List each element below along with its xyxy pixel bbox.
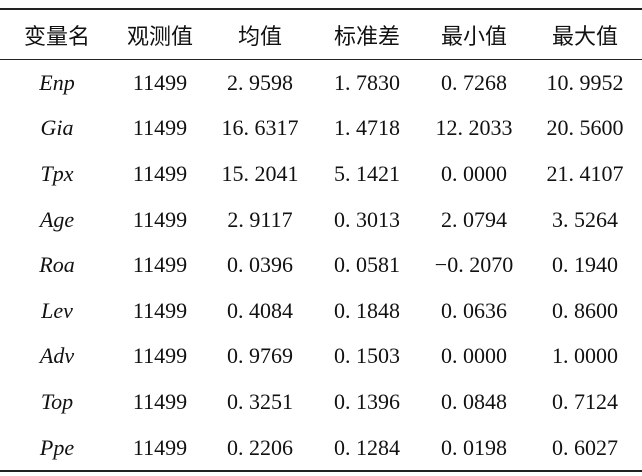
value-cell: 3. 5264 bbox=[552, 206, 618, 232]
variable-name: Roa bbox=[39, 252, 75, 278]
value-cell: 15. 2041 bbox=[221, 160, 299, 186]
value-cell: 0. 2206 bbox=[227, 434, 293, 460]
variable-name: Top bbox=[40, 388, 74, 414]
value-cell: 2. 0794 bbox=[441, 206, 507, 232]
variable-name: Adv bbox=[39, 343, 75, 369]
variable-name: Ppe bbox=[39, 434, 75, 460]
value-cell: 0. 1848 bbox=[334, 297, 400, 323]
value-cell: 0. 1396 bbox=[334, 388, 400, 414]
variable-name: Enp bbox=[39, 69, 75, 95]
value-cell: 0. 6027 bbox=[552, 434, 618, 460]
value-cell: 11499 bbox=[132, 206, 188, 232]
table-row: Age 11499 2. 9117 0. 3013 2. 0794 3. 5264 bbox=[0, 197, 642, 243]
table-row: Top 11499 0. 3251 0. 1396 0. 0848 0. 7124 bbox=[0, 379, 642, 425]
table-body: Enp 11499 2. 9598 1. 7830 0. 7268 10. 9952 Gia… bbox=[0, 60, 642, 472]
page: 变量名 观测值 均值 标准差 最小值 最大值 Enp 11499 2. 9598 1. 7830… bbox=[0, 8, 642, 476]
header-row: 变量名 观测值 均值 标准差 最小值 最大值 bbox=[0, 9, 642, 60]
value-cell: 1. 4718 bbox=[334, 115, 400, 141]
value-cell: 12. 2033 bbox=[435, 115, 513, 141]
value-cell: 0. 0581 bbox=[334, 252, 400, 278]
table-row: Tpx 11499 15. 2041 5. 1421 0. 0000 21. 4107 bbox=[0, 151, 642, 197]
header-cell: 观测值 bbox=[126, 23, 193, 49]
value-cell: 20. 5600 bbox=[546, 115, 624, 141]
value-cell: 0. 0198 bbox=[441, 434, 507, 460]
value-cell: 0. 0636 bbox=[441, 297, 507, 323]
value-cell: 11499 bbox=[132, 252, 188, 278]
value-cell: 11499 bbox=[132, 160, 188, 186]
value-cell: 0. 8600 bbox=[552, 297, 618, 323]
value-cell: 0. 1284 bbox=[334, 434, 400, 460]
header-cell: 最大值 bbox=[551, 23, 618, 49]
value-cell: 11499 bbox=[132, 434, 188, 460]
variable-name: Lev bbox=[41, 297, 73, 323]
value-cell: 16. 6317 bbox=[221, 115, 299, 141]
table-row: Gia 11499 16. 6317 1. 4718 12. 2033 20. 5600 bbox=[0, 106, 642, 152]
value-cell: 0. 7124 bbox=[552, 388, 618, 414]
variable-name: Tpx bbox=[40, 160, 74, 186]
value-cell: 0. 4084 bbox=[227, 297, 293, 323]
variable-name: Age bbox=[39, 206, 75, 232]
table-row: Roa 11499 0. 0396 0. 0581 −0. 2070 0. 1940 bbox=[0, 242, 642, 288]
value-cell: 0. 0848 bbox=[441, 388, 507, 414]
value-cell: 0. 9769 bbox=[227, 343, 293, 369]
table-row: Lev 11499 0. 4084 0. 1848 0. 0636 0. 8600 bbox=[0, 288, 642, 334]
value-cell: 11499 bbox=[132, 69, 188, 95]
value-cell: 0. 3013 bbox=[334, 206, 400, 232]
value-cell: 21. 4107 bbox=[546, 160, 624, 186]
table-row: Ppe 11499 0. 2206 0. 1284 0. 0198 0. 6027 bbox=[0, 425, 642, 472]
value-cell: 2. 9598 bbox=[227, 69, 293, 95]
header-cell: 变量名 bbox=[23, 23, 90, 49]
value-cell: 11499 bbox=[132, 343, 188, 369]
value-cell: 0. 7268 bbox=[441, 69, 507, 95]
value-cell: 5. 1421 bbox=[334, 160, 400, 186]
value-cell: 1. 0000 bbox=[552, 343, 618, 369]
table-header: 变量名 观测值 均值 标准差 最小值 最大值 bbox=[0, 9, 642, 60]
value-cell: −0. 2070 bbox=[434, 252, 514, 278]
table-row: Enp 11499 2. 9598 1. 7830 0. 7268 10. 9952 bbox=[0, 60, 642, 106]
value-cell: 0. 0396 bbox=[227, 252, 293, 278]
value-cell: 0. 1503 bbox=[334, 343, 400, 369]
value-cell: 0. 0000 bbox=[441, 343, 507, 369]
header-cell: 均值 bbox=[237, 23, 282, 49]
value-cell: 0. 3251 bbox=[227, 388, 293, 414]
value-cell: 10. 9952 bbox=[546, 69, 624, 95]
value-cell: 0. 0000 bbox=[441, 160, 507, 186]
header-cell: 标准差 bbox=[333, 23, 400, 49]
value-cell: 11499 bbox=[132, 297, 188, 323]
header-cell: 最小值 bbox=[440, 23, 507, 49]
value-cell: 11499 bbox=[132, 388, 188, 414]
value-cell: 2. 9117 bbox=[227, 206, 293, 232]
variable-name: Gia bbox=[40, 115, 74, 141]
value-cell: 1. 7830 bbox=[334, 69, 400, 95]
value-cell: 11499 bbox=[132, 115, 188, 141]
stats-table: 变量名 观测值 均值 标准差 最小值 最大值 Enp 11499 2. 9598 1. 7830… bbox=[0, 8, 642, 472]
value-cell: 0. 1940 bbox=[552, 252, 618, 278]
table-row: Adv 11499 0. 9769 0. 1503 0. 0000 1. 0000 bbox=[0, 334, 642, 380]
